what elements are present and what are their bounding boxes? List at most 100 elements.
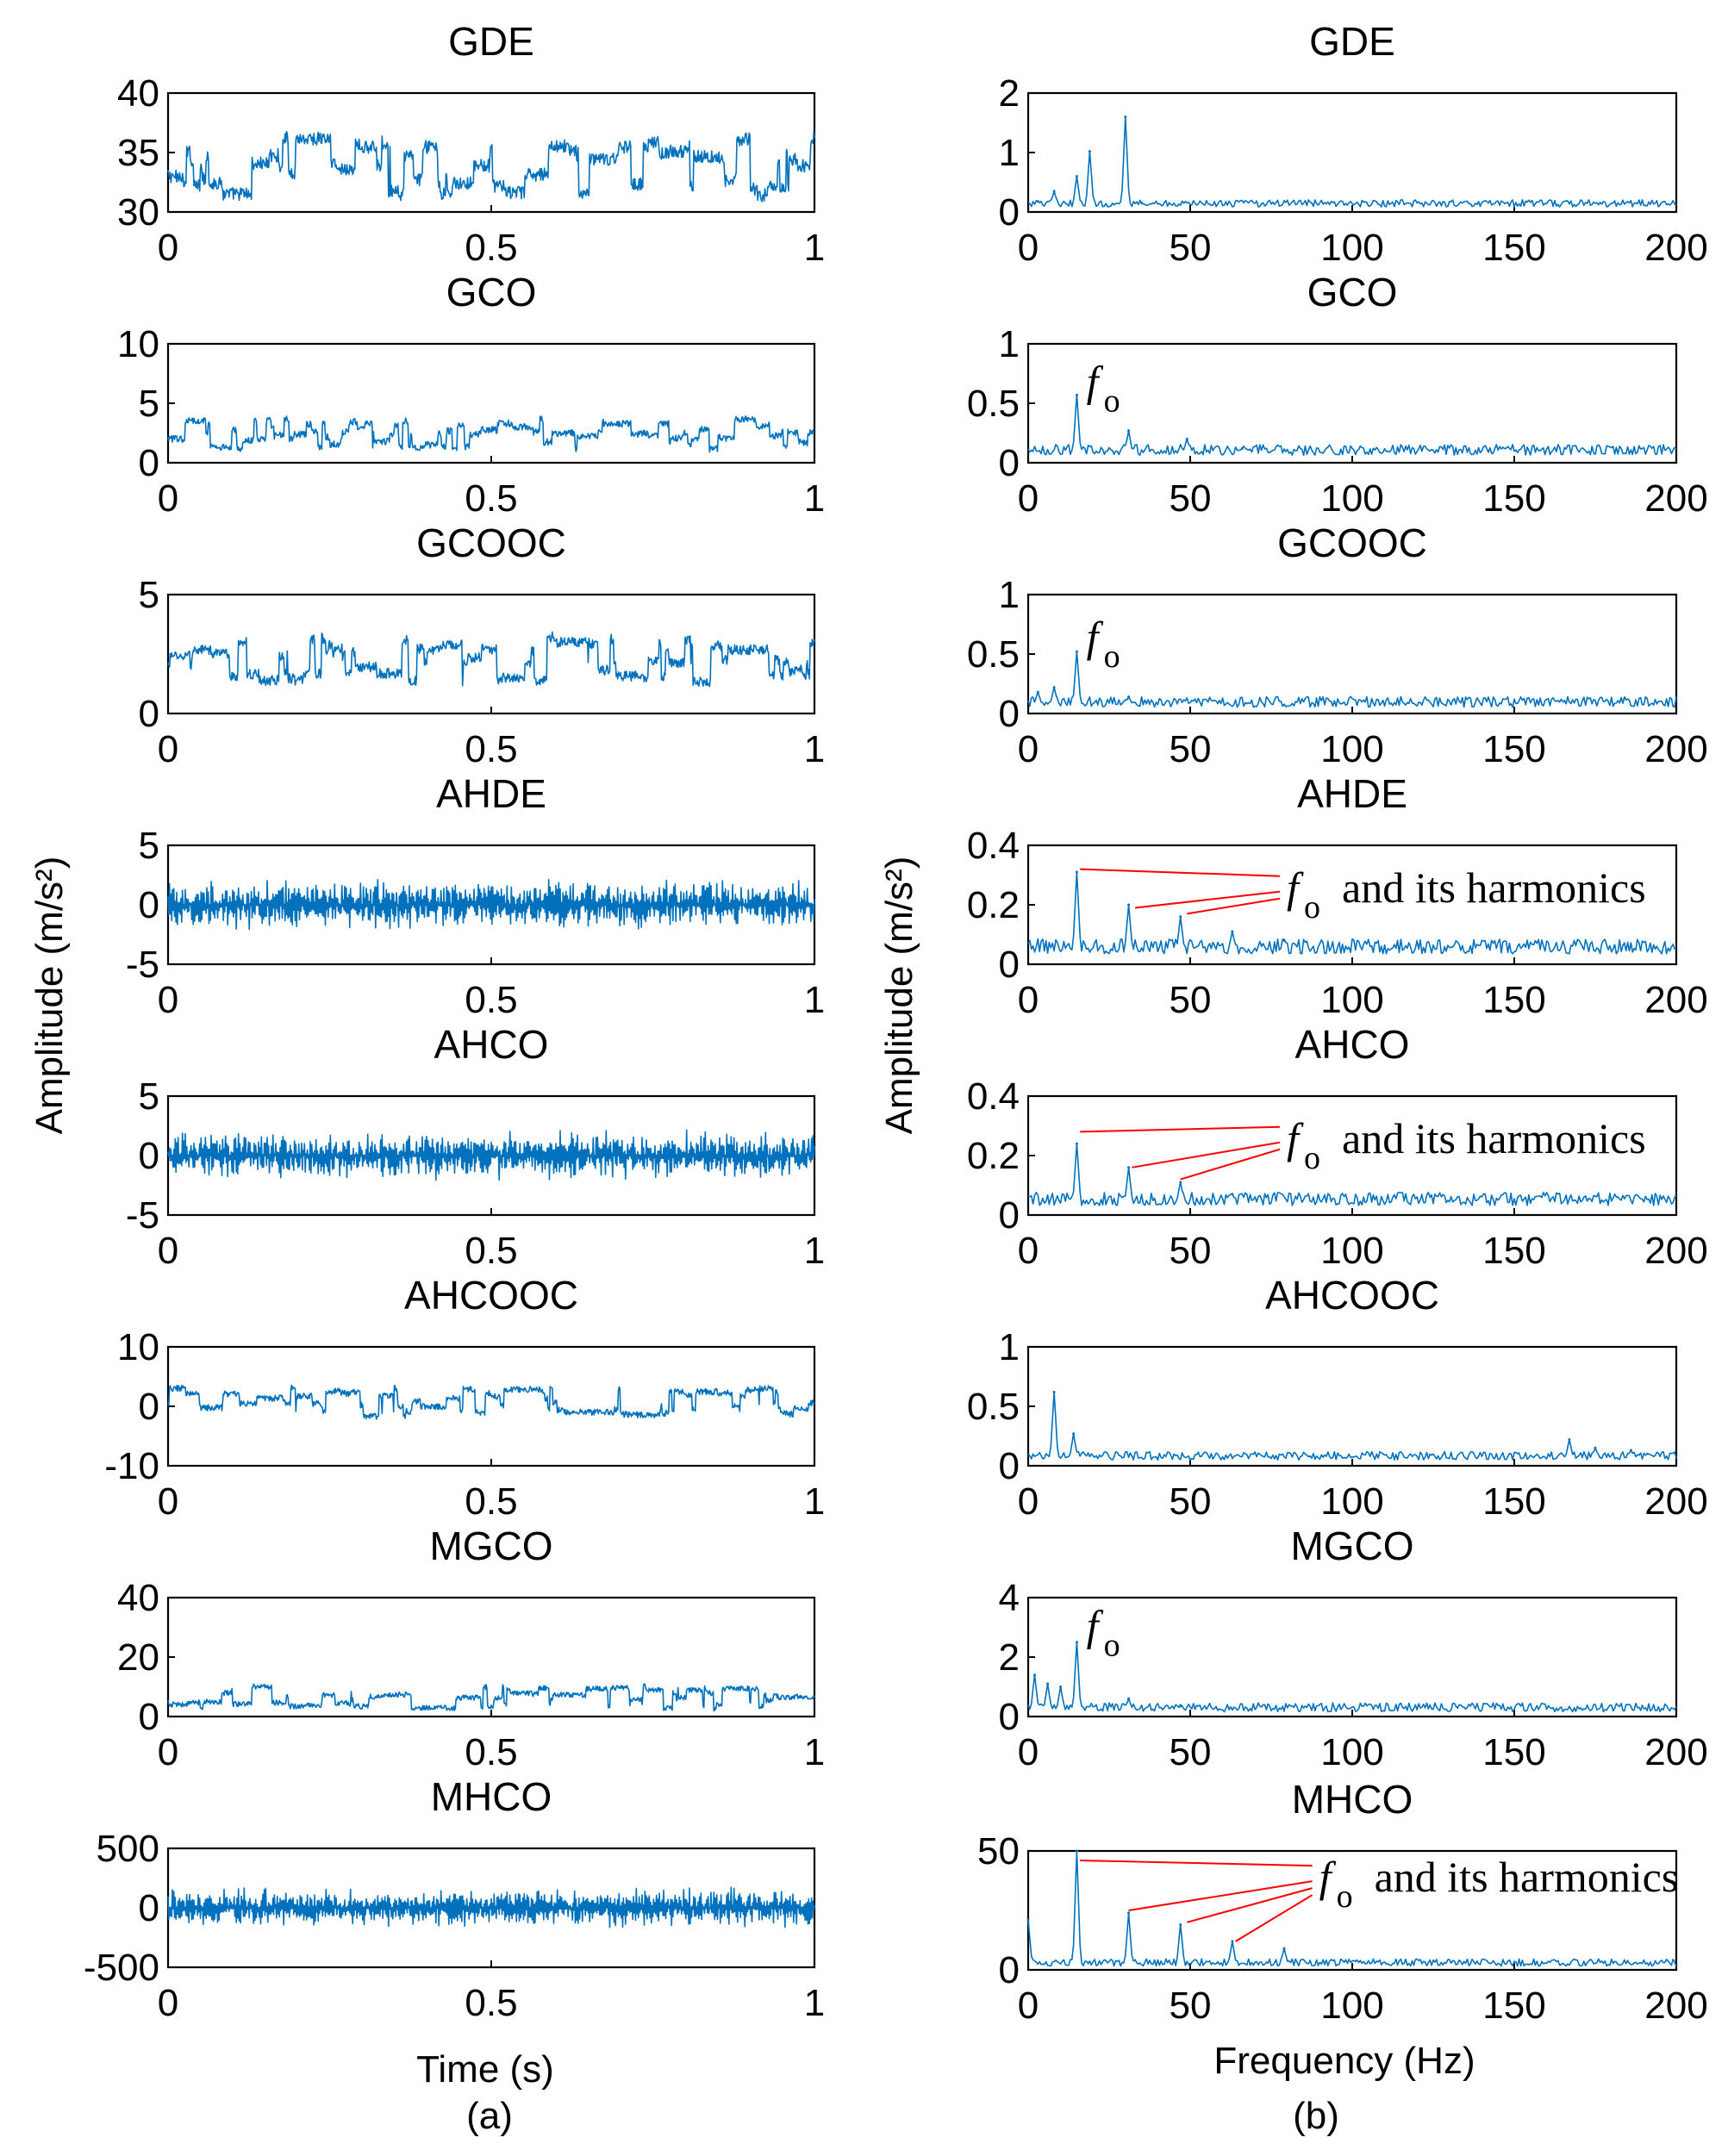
right-ahcooc-peak-point	[1629, 1449, 1632, 1452]
right-ahde-annotation-pointer	[1134, 890, 1281, 909]
right-gco-xtick-label: 0	[1018, 477, 1039, 520]
right-xlabel: Frequency (Hz)	[1213, 2040, 1475, 2082]
right-gcooc-axes-frame	[1026, 593, 1678, 715]
right-ahco-annotation-pointer	[1180, 1148, 1281, 1181]
right-gde-xtick-label: 0	[1018, 227, 1039, 269]
left-gcooc-xtick-label: 1	[804, 728, 825, 770]
right-gcooc-ytick-label: 0	[999, 693, 1020, 735]
right-gde-peak-point	[1036, 200, 1039, 203]
right-ahcooc-peak-point	[1052, 1390, 1056, 1393]
left-ahco-xtick-label: 1	[804, 1230, 825, 1272]
right-mgco-xtick-label: 100	[1320, 1731, 1383, 1773]
left-ahco-ytick-label: 0	[139, 1135, 159, 1177]
right-gcooc-xtick-label: 200	[1644, 728, 1707, 770]
right-mhco-annotation-pointer	[1235, 1894, 1313, 1942]
right-ahde-annotation-pointer	[1080, 868, 1281, 877]
right-mgco-xtick-label: 50	[1170, 1731, 1212, 1773]
right-ahco-xtick-label: 0	[1018, 1230, 1039, 1272]
right-mhco-xtick-label: 100	[1320, 1985, 1383, 2027]
right-mhco-peak-point	[1231, 1940, 1234, 1943]
left-ahcooc-ytick-label: 0	[139, 1386, 159, 1428]
right-gco-peak-point	[1185, 437, 1188, 440]
left-ahcooc-xtick-label: 1	[804, 1480, 825, 1523]
left-ahco-xtick-label: 0	[158, 1230, 178, 1272]
right-ahco-ytick-label: 0.2	[967, 1135, 1020, 1177]
right-mgco-peak-point	[1059, 1686, 1063, 1688]
left-mgco-xtick-label: 0	[158, 1731, 178, 1773]
right-mhco-ytick-label: 50	[977, 1830, 1020, 1872]
right-ahcooc-title: AHCOOC	[1265, 1273, 1439, 1318]
right-gcooc-title: GCOOC	[1277, 520, 1427, 565]
left-mgco-ytick-label: 40	[117, 1577, 159, 1619]
right-ahde-xtick-label: 200	[1644, 979, 1707, 1021]
left-gde-title: GDE	[448, 19, 534, 64]
right-ahcooc-ytick-label: 0	[999, 1445, 1020, 1487]
left-ahcooc-xtick-label: 0.5	[465, 1480, 517, 1523]
left-mhco-series-line	[167, 1886, 815, 1929]
right-mgco-xtick-label: 200	[1644, 1731, 1707, 1773]
right-ylabel: Amplitude (m/s²)	[878, 857, 920, 1135]
left-mgco-panel: MGCO 0 0.5 1 40 20 0	[117, 1524, 825, 1773]
right-gde-peak-point	[1124, 115, 1127, 119]
right-gcooc-series-line	[1027, 651, 1677, 708]
right-gcooc-peak-point	[1052, 686, 1056, 689]
right-gcooc-ytick-label: 0.5	[967, 633, 1020, 676]
left-gde-ytick-label: 30	[117, 191, 159, 234]
right-ahcooc-xtick-label: 100	[1320, 1480, 1383, 1523]
left-gco-series-line	[167, 415, 815, 453]
right-gde-xtick-label: 100	[1320, 227, 1383, 269]
right-gcooc-annotation-subscript: o	[1104, 639, 1120, 675]
right-gde-peak-point	[1088, 150, 1091, 153]
right-ahde-peak-point	[1179, 915, 1182, 919]
right-gcooc-peak-point	[1127, 695, 1131, 699]
left-mhco-ytick-label: 500	[97, 1828, 159, 1870]
right-ahde-peak-point	[1127, 903, 1131, 907]
right-ahde-peak-point	[1231, 930, 1234, 933]
left-ahde-ytick-label: -5	[126, 944, 159, 986]
left-ahcooc-xtick-label: 0	[158, 1480, 178, 1523]
left-gde-series-line	[167, 130, 815, 203]
left-ahde-xtick-label: 1	[804, 979, 825, 1021]
right-gco-xtick-label: 150	[1482, 477, 1545, 520]
left-gde-panel: GDE 0 0.5 1 40 35 30	[117, 19, 825, 269]
left-gco-ytick-label: 5	[139, 383, 159, 425]
right-mgco-peak-point	[1046, 1682, 1050, 1686]
right-mgco-title: MGCO	[1290, 1524, 1413, 1568]
right-ahde-xtick-label: 150	[1482, 979, 1545, 1021]
left-mgco-title: MGCO	[429, 1524, 552, 1568]
right-gde-peak-point	[1052, 190, 1056, 193]
right-ahco-annotation-pointer	[1132, 1141, 1281, 1168]
left-mhco-ytick-label: -500	[84, 1947, 159, 1989]
left-ahde-title: AHDE	[436, 771, 546, 816]
left-gde-ytick-label: 40	[117, 72, 159, 115]
right-ahde-xtick-label: 0	[1018, 979, 1039, 1021]
left-gco-ytick-label: 0	[139, 442, 159, 484]
left-mgco-xtick-label: 1	[804, 1731, 825, 1773]
left-ahde-series-line	[167, 879, 815, 931]
right-gco-annotation-subscript: o	[1104, 383, 1120, 419]
right-mgco-xtick-label: 0	[1018, 1731, 1039, 1773]
right-mhco-peak-point	[1026, 1918, 1030, 1922]
right-mgco-ytick-label: 4	[999, 1577, 1020, 1619]
right-ahde-ytick-label: 0	[999, 944, 1020, 986]
right-ahde-ytick-label: 0.2	[967, 884, 1020, 926]
right-mhco-xtick-label: 150	[1482, 1985, 1545, 2027]
right-gco-title: GCO	[1307, 270, 1398, 315]
left-gde-xtick-label: 1	[804, 227, 825, 269]
right-gcooc-peak-point	[1036, 690, 1039, 694]
right-gco-peak-point	[1127, 429, 1131, 433]
left-gco-xtick-label: 0.5	[465, 477, 517, 520]
right-ahde-annotation-subscript: o	[1304, 889, 1320, 925]
right-mhco-xtick-label: 200	[1644, 1985, 1707, 2027]
left-ahco-ytick-label: 5	[139, 1075, 159, 1118]
right-ahcooc-peak-point	[1072, 1432, 1076, 1436]
right-ahde-annotation-pointer	[1187, 897, 1281, 915]
right-gcooc-ytick-label: 1	[999, 574, 1020, 616]
right-mhco-axes-frame	[1026, 1849, 1678, 1972]
